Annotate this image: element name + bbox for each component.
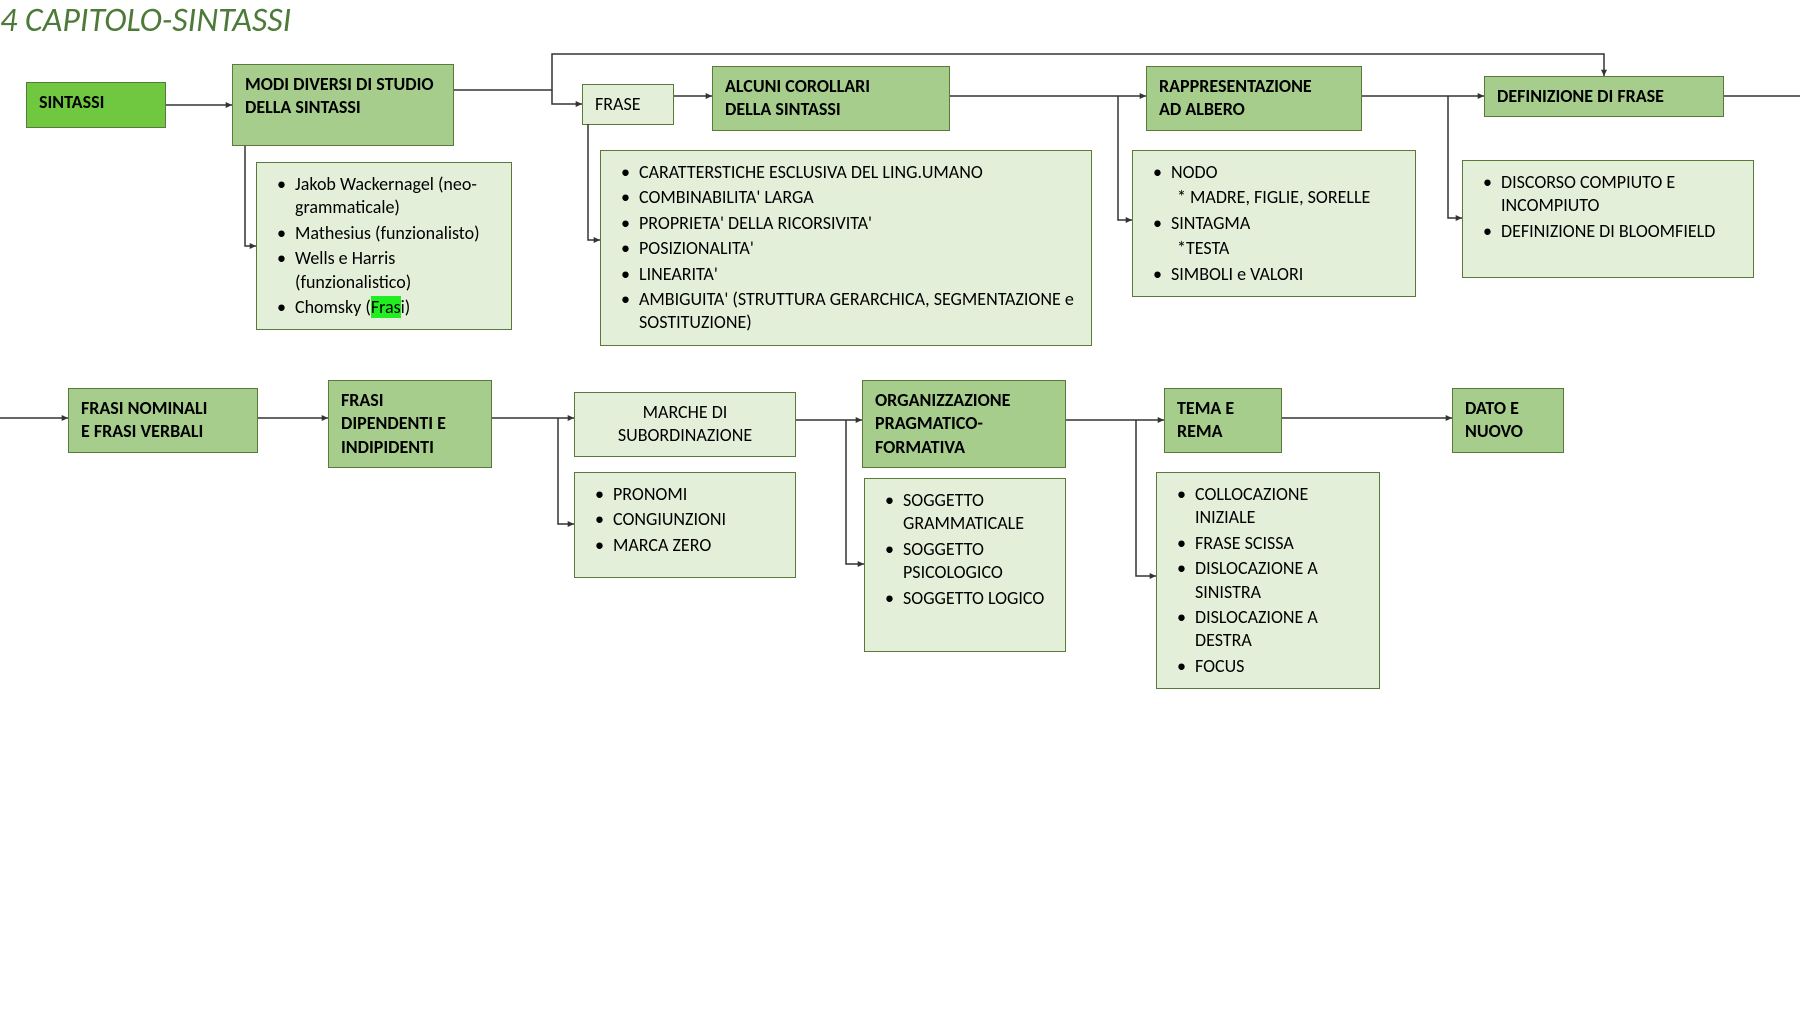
list-marche: PRONOMICONGIUNZIONIMARCA ZERO — [574, 472, 796, 578]
list-rappresentazione: NODO* MADRE, FIGLIE, SORELLESINTAGMA*TES… — [1132, 150, 1416, 297]
node-dato-nuovo: DATO ENUOVO — [1452, 388, 1564, 453]
list-tema-rema: COLLOCAZIONE INIZIALEFRASE SCISSADISLOCA… — [1156, 472, 1380, 689]
list-corollari: CARATTERSTICHE ESCLUSIVA DEL LING.UMANOC… — [600, 150, 1092, 346]
node-modi: MODI DIVERSI DI STUDIODELLA SINTASSI — [232, 64, 454, 146]
node-definizione-frase: DEFINIZIONE DI FRASE — [1484, 76, 1724, 117]
node-frasi-dipendenti: FRASIDIPENDENTI EINDIPIDENTI — [328, 380, 492, 468]
node-corollari: ALCUNI COROLLARIDELLA SINTASSI — [712, 66, 950, 131]
node-frase: FRASE — [582, 84, 674, 125]
node-marche: MARCHE DI SUBORDINAZIONE — [574, 392, 796, 457]
node-tema-rema: TEMA EREMA — [1164, 388, 1282, 453]
node-organizzazione: ORGANIZZAZIONEPRAGMATICO-FORMATIVA — [862, 380, 1066, 468]
list-modi: Jakob Wackernagel (neo-grammaticale)Math… — [256, 162, 512, 330]
page-title: 4 CAPITOLO-SINTASSI — [0, 0, 291, 41]
list-organizzazione: SOGGETTO GRAMMATICALESOGGETTO PSICOLOGIC… — [864, 478, 1066, 652]
node-sintassi: SINTASSI — [26, 82, 166, 128]
list-definizione-frase: DISCORSO COMPIUTO E INCOMPIUTODEFINIZION… — [1462, 160, 1754, 278]
node-frasi-nominali-verbali: FRASI NOMINALIE FRASI VERBALI — [68, 388, 258, 453]
node-rappresentazione: RAPPRESENTAZIONEAD ALBERO — [1146, 66, 1362, 131]
